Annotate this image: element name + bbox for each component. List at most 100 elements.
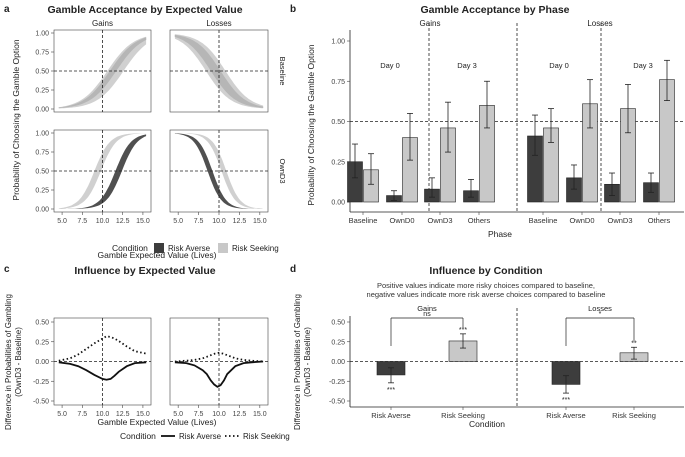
panel-a: a Gamble Acceptance by Expected Value Prob… bbox=[4, 4, 287, 260]
panel-a-facet-Baseline-Losses bbox=[169, 29, 269, 113]
panel-a-facet-OwnD3-Gains bbox=[53, 129, 152, 213]
panel-a-strip-0: Gains bbox=[92, 19, 113, 28]
panel-d-stars: ** bbox=[631, 340, 637, 347]
panel-a-ribbon-risk-averse bbox=[174, 133, 264, 209]
panel-c-xlabel: Gamble Expected Value (Lives) bbox=[98, 417, 217, 427]
panel-b-xtick-label: Others bbox=[648, 216, 671, 225]
panel-a-title: Gamble Acceptance by Expected Value bbox=[47, 4, 242, 16]
legend-ab-label-risk-seeking: Risk Seeking bbox=[232, 244, 279, 253]
panel-d-ytick-label: 0.50 bbox=[331, 320, 345, 327]
panel-a-xtick-label: 15.0 bbox=[253, 218, 267, 225]
panel-c-ytick-label: -0.25 bbox=[33, 379, 49, 386]
panel-a-xtick-label: 12.5 bbox=[116, 218, 130, 225]
panel-d-ylabel-1: Difference in Probabilities of Gambling bbox=[293, 294, 302, 430]
panel-b-xtick-label: OwnD0 bbox=[569, 216, 594, 225]
panel-d-comparison-gains: ns bbox=[423, 311, 431, 318]
panel-c-line-losses-risk-seeking bbox=[174, 351, 264, 363]
panel-c-xtick-label: 10.0 bbox=[96, 411, 110, 418]
panel-d-subtitle-2: negative values indicate more risk avers… bbox=[367, 290, 606, 299]
panel-b-gains-label: Gains bbox=[420, 19, 441, 28]
panel-d-xlabel: Condition bbox=[469, 419, 505, 429]
panel-a-ytick-label: 0.50 bbox=[35, 169, 49, 176]
panel-c-ylabel-1: Difference in Probabilities of Gambling bbox=[4, 294, 13, 430]
panel-a-ytick-label: 0.75 bbox=[35, 50, 49, 57]
panel-d-stars: *** bbox=[562, 397, 570, 404]
panel-c-xtick-label: 5.0 bbox=[57, 411, 67, 418]
panel-d-letter: d bbox=[290, 264, 296, 275]
panel-a-strip-1: Losses bbox=[206, 19, 231, 28]
panel-a-ytick-label: 0.50 bbox=[35, 69, 49, 76]
panel-c-xtick-label: 12.5 bbox=[116, 411, 130, 418]
panel-d-ytick-label: 0.00 bbox=[331, 359, 345, 366]
legend-ab-label-risk-averse: Risk Averse bbox=[168, 244, 211, 253]
panel-a-xtick-label: 10.0 bbox=[96, 218, 110, 225]
panel-a-ytick-label: 1.00 bbox=[35, 131, 49, 138]
panel-a-xtick-label: 7.5 bbox=[194, 218, 204, 225]
panel-a-ytick-label: 0.25 bbox=[35, 88, 49, 95]
panel-d-xtick-label: Risk Averse bbox=[546, 411, 585, 420]
panel-b: b Gamble Acceptance by Phase Probability o… bbox=[290, 4, 684, 239]
panel-b-xtick-label: Baseline bbox=[349, 216, 378, 225]
panel-a-row-strip-1: OwnD3 bbox=[278, 158, 287, 183]
panel-a-xtick-label: 5.0 bbox=[57, 218, 67, 225]
panel-a-letter: a bbox=[4, 4, 10, 15]
panel-b-xtick-label: OwnD3 bbox=[607, 216, 632, 225]
panel-d-ytick-label: 0.25 bbox=[331, 339, 345, 346]
panel-c-ylabel-2: (OwnD3 - Baseline) bbox=[14, 327, 23, 397]
panel-c-facet-losses bbox=[169, 317, 269, 406]
panel-a-facet-Baseline-Gains bbox=[53, 29, 152, 113]
panel-a-ytick-label: 0.75 bbox=[35, 150, 49, 157]
panel-d-xtick-label: Risk Averse bbox=[371, 411, 410, 420]
panel-d-xtick-label: Risk Seeking bbox=[612, 411, 656, 420]
panel-c-facet-gains bbox=[53, 317, 152, 406]
panel-b-xtick-label: Others bbox=[468, 216, 491, 225]
panel-b-day3-label-gains: Day 3 bbox=[457, 61, 477, 70]
panel-b-xtick-label: OwnD3 bbox=[427, 216, 452, 225]
panel-a-row-strip-0: Baseline bbox=[278, 57, 287, 86]
panel-b-letter: b bbox=[290, 4, 296, 15]
panel-b-day0-label-losses: Day 0 bbox=[549, 61, 569, 70]
panel-c-line-gains-risk-seeking bbox=[58, 335, 147, 362]
panel-d-xtick-label: Risk Seeking bbox=[441, 411, 485, 420]
panel-c-line-losses-risk-averse bbox=[174, 360, 264, 388]
panel-b-day0-label-gains: Day 0 bbox=[380, 61, 400, 70]
panel-c-xtick-label: 12.5 bbox=[233, 411, 247, 418]
panel-a-xtick-label: 15.0 bbox=[136, 218, 150, 225]
panel-b-day3-label-losses: Day 3 bbox=[633, 61, 653, 70]
panel-d-ytick-label: -0.50 bbox=[329, 399, 345, 406]
panel-b-ytick-label: 0.75 bbox=[331, 79, 345, 86]
panel-b-ytick-label: 0.25 bbox=[331, 159, 345, 166]
panel-d-gains-label: Gains bbox=[417, 304, 437, 313]
panel-d-stars: *** bbox=[459, 327, 467, 334]
panel-c-ytick-label: 0.25 bbox=[35, 339, 49, 346]
panel-a-xtick-label: 5.0 bbox=[173, 218, 183, 225]
panel-a-ytick-label: 1.00 bbox=[35, 31, 49, 38]
panel-a-ytick-label: 0.00 bbox=[35, 207, 49, 214]
legend-c-label-risk-seeking: Risk Seeking bbox=[243, 432, 290, 441]
panel-c-xtick-label: 7.5 bbox=[77, 411, 87, 418]
panel-b-ylabel: Probability of Choosing the Gamble Optio… bbox=[306, 44, 316, 205]
panel-a-ytick-label: 0.25 bbox=[35, 188, 49, 195]
panel-d-ytick-label: -0.25 bbox=[329, 379, 345, 386]
legend-ab-key-risk-seeking bbox=[218, 243, 228, 253]
panel-c-ytick-label: -0.50 bbox=[33, 399, 49, 406]
panel-b-ytick-label: 1.00 bbox=[331, 39, 345, 46]
panel-c-xtick-label: 7.5 bbox=[194, 411, 204, 418]
panel-d-stars: *** bbox=[387, 387, 395, 394]
panel-d-ylabel-2: (OwnD3 - Baseline) bbox=[303, 327, 312, 397]
panel-d-comparison-losses: * bbox=[599, 311, 602, 318]
panel-d-subtitle-1: Positive values indicate more risky choi… bbox=[377, 281, 595, 290]
panel-a-ribbon-risk-seeking bbox=[58, 36, 147, 109]
panel-b-title: Gamble Acceptance by Phase bbox=[420, 4, 569, 16]
panel-c-letter: c bbox=[4, 264, 10, 275]
panel-d-title: Influence by Condition bbox=[429, 265, 542, 277]
panel-a-xlabel: Gamble Expected Value (Lives) bbox=[98, 250, 217, 260]
legend-ab-key-risk-averse bbox=[154, 243, 164, 253]
panel-a-xtick-label: 10.0 bbox=[212, 218, 226, 225]
panel-a-ytick-label: 0.00 bbox=[35, 107, 49, 114]
panel-c-xtick-label: 15.0 bbox=[253, 411, 267, 418]
panel-a-xtick-label: 7.5 bbox=[77, 218, 87, 225]
panel-c-line-gains-risk-averse bbox=[58, 361, 147, 381]
panel-b-losses-label: Losses bbox=[587, 19, 612, 28]
